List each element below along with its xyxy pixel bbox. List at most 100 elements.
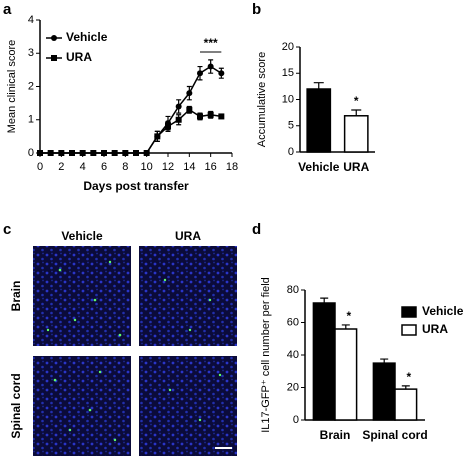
y-tick-label: 0 [293,414,299,426]
marker [218,70,225,77]
annotation: * [354,94,359,108]
marker [47,150,54,156]
x-tick-label: Spinal cord [362,428,427,442]
column-label: URA [175,229,201,243]
legend-label: URA [66,50,92,64]
bar [334,328,358,421]
bar [306,88,332,153]
x-tick-label: Brain [320,428,351,442]
marker [69,150,75,156]
micrographs [33,246,237,456]
x-tick-label: 2 [58,161,64,173]
annotation: *** [204,36,218,50]
series-line [40,108,222,154]
row-label: Spinal cord [9,373,23,438]
series-line [40,65,222,154]
y-tick-label: 20 [287,381,299,393]
y-tick-label: 60 [287,316,299,328]
legend-swatch [401,306,417,318]
legend-marker [51,55,57,61]
x-tick-label: 16 [205,161,217,173]
error-bar [380,358,389,368]
marker [175,116,182,123]
y-tick-label: 80 [287,284,299,296]
y-axis-label: IL17-GFP⁺ cell number per field [260,277,272,433]
y-tick-label: 3 [28,47,34,59]
y-tick-label: 10 [282,93,294,105]
error-bar [186,85,192,101]
bar [343,115,369,153]
column-label: Vehicle [61,229,103,243]
y-tick-label: 15 [282,67,294,79]
marker [207,63,214,70]
marker [79,150,86,156]
panel-label: d [252,221,261,238]
x-tick-label: 18 [226,161,238,173]
marker [186,106,193,113]
y-tick-label: 0 [288,146,294,158]
marker [175,103,182,110]
panel-label: c [3,221,11,238]
marker [122,150,129,156]
x-tick-label: 14 [183,161,195,173]
legend-label: URA [422,322,448,336]
y-axis-label: Mean clinical score [6,40,18,134]
y-tick-label: 2 [28,80,34,92]
marker [133,150,139,156]
x-tick-label: 0 [37,161,43,173]
x-axis-label: Days post transfer [83,179,189,193]
annotation: * [406,370,411,384]
y-tick-label: 4 [28,14,34,26]
bar [394,388,418,421]
x-tick-label: 4 [80,161,86,173]
y-tick-label: 40 [287,349,299,361]
y-tick-label: 0 [28,147,34,159]
y-tick-label: 20 [282,41,294,53]
marker [58,150,65,156]
x-tick-label: URA [343,160,369,174]
error-bar [320,297,329,309]
marker [165,123,171,130]
annotation: * [346,309,351,323]
x-tick-label: 8 [122,161,128,173]
legend-swatch [401,324,417,336]
error-bar [165,115,171,131]
marker [197,113,203,120]
row-label: Brain [9,281,23,312]
error-bar [401,385,410,393]
y-axis-label: Accumulative score [256,52,268,147]
panel-label: a [3,1,12,18]
marker [207,111,214,118]
error-bar [313,82,324,96]
x-tick-label: Vehicle [298,160,340,174]
bar [312,302,336,421]
x-tick-label: 12 [162,161,174,173]
micrograph [33,356,131,456]
error-bar [341,324,350,334]
marker [90,150,97,156]
error-bar [208,59,214,74]
marker [101,150,107,156]
legend-marker [51,35,57,41]
x-tick-label: 10 [141,161,153,173]
micrograph [139,246,237,346]
micrograph [33,246,131,346]
y-tick-label: 5 [288,120,294,132]
legend-label: Vehicle [66,30,108,44]
gfp-cells [46,260,222,442]
marker [218,113,225,120]
marker [154,133,161,140]
legend-label: Vehicle [422,304,464,318]
bar [372,362,396,421]
x-tick-label: 6 [101,161,107,173]
error-bar [197,65,203,81]
panel-label: b [252,1,261,18]
micrograph [139,356,237,456]
marker [111,150,118,156]
marker [186,90,193,97]
error-bar [351,109,362,123]
marker [143,150,150,156]
marker [37,150,43,156]
marker [197,70,203,77]
